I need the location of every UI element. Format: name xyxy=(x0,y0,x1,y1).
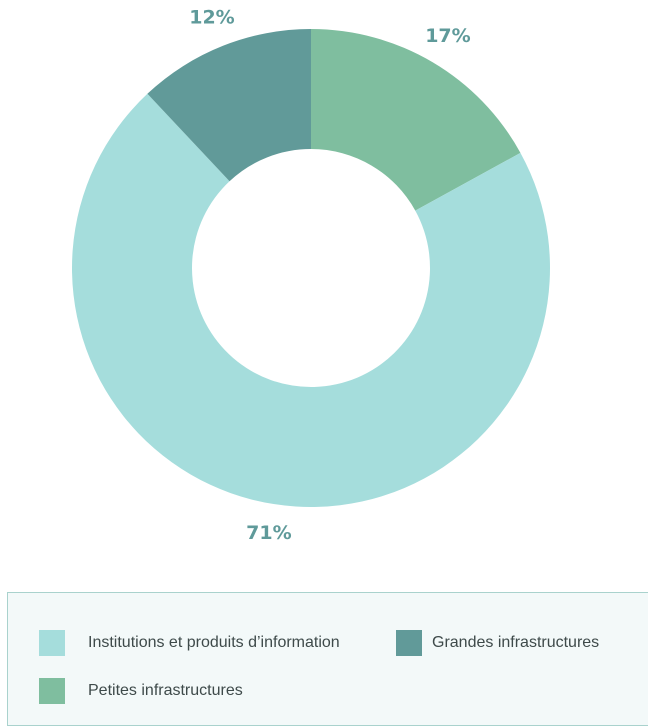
legend-label-grandes: Grandes infrastructures xyxy=(432,634,600,651)
legend-item-petites: Petites infrastructures xyxy=(39,678,243,704)
slice-petites-infrastructures xyxy=(311,29,521,211)
legend-swatch-grandes xyxy=(396,630,422,656)
legend-item-institutions: Institutions et produits d’information xyxy=(39,630,340,656)
data-label-grandes-infrastructures: 12% xyxy=(189,6,234,28)
slice-institutions-et-produits-d-information xyxy=(71,93,550,507)
legend-label-petites: Petites infrastructures xyxy=(88,682,243,699)
donut-chart-svg: 17% 71% 12% xyxy=(71,6,550,544)
data-label-institutions-et-produits-d-information: 71% xyxy=(246,522,291,544)
legend-item-grandes: Grandes infrastructures xyxy=(396,630,599,656)
labels-group: 17% 71% 12% xyxy=(189,6,470,544)
slices-group xyxy=(71,29,550,507)
slice-grandes-infrastructures xyxy=(147,29,311,182)
donut-chart: 17% 71% 12% xyxy=(71,6,550,544)
legend-swatch-petites xyxy=(39,678,65,704)
legend-label-institutions: Institutions et produits d’information xyxy=(88,634,340,651)
data-label-petites-infrastructures: 17% xyxy=(425,25,470,47)
chart-legend: Institutions et produits d’information G… xyxy=(7,592,648,726)
legend-swatch-institutions xyxy=(39,630,65,656)
